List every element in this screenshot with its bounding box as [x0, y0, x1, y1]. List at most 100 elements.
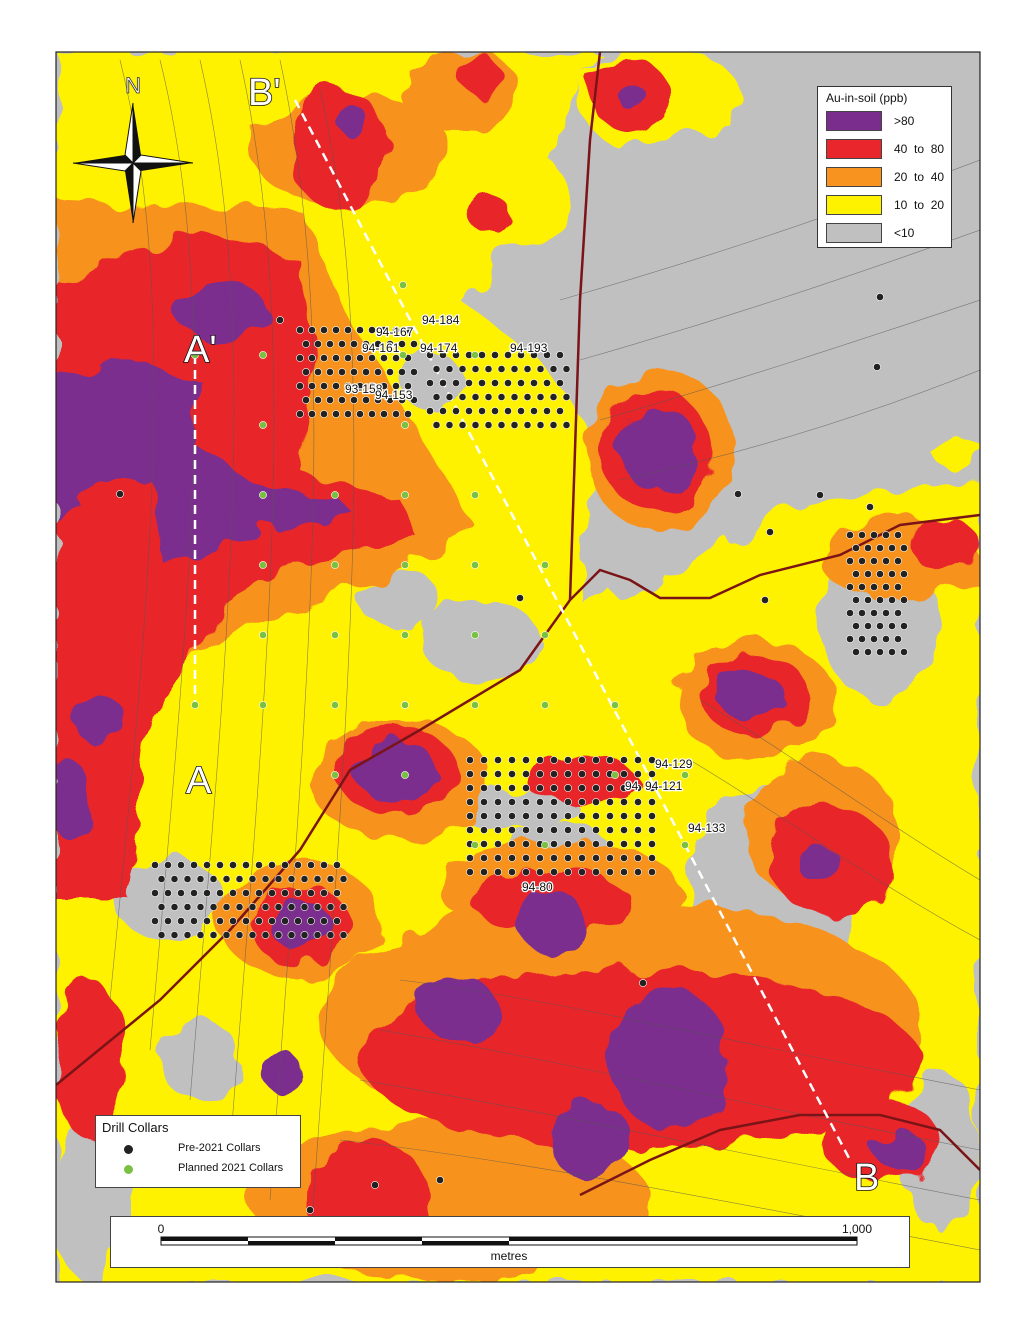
pre-2021-collar [432, 393, 441, 401]
pre-2021-collar [494, 798, 502, 806]
pre-2021-collar [478, 351, 486, 359]
pre-2021-collar [517, 351, 525, 359]
pre-2021-collar [439, 351, 447, 359]
legend-row: 40 to 80 [826, 139, 946, 159]
pre-2021-collar [522, 798, 530, 806]
planned-2021-collar [259, 631, 267, 639]
pre-2021-collar [314, 396, 322, 404]
pre-2021-collar [578, 798, 586, 806]
pre-2021-collar [634, 854, 642, 862]
pre-2021-collar [894, 583, 902, 591]
legend-title: Au-in-soil (ppb) [826, 91, 908, 105]
pre-2021-collar [320, 861, 328, 869]
pre-2021-collar [864, 570, 872, 578]
pre-2021-collar [362, 368, 370, 376]
planned-2021-collar [401, 561, 409, 569]
pre-2021-collar [550, 770, 558, 778]
pre-2021-collar [480, 854, 488, 862]
pre-2021-collar [494, 756, 502, 764]
planned-2021-collar [259, 491, 267, 499]
pre-2021-collar [356, 354, 364, 362]
pre-2021-collar [235, 903, 244, 911]
pre-2021-collar [882, 531, 890, 539]
pre-2021-collar [326, 931, 335, 939]
pre-2021-collar [268, 889, 276, 897]
pre-2021-collar [248, 875, 257, 883]
pre-2021-collar [522, 784, 530, 792]
pre-2021-collar [157, 903, 166, 911]
pre-2021-collar [242, 917, 250, 925]
pre-2021-collar [491, 379, 499, 387]
pre-2021-collar [356, 326, 364, 334]
pre-2021-collar [307, 861, 315, 869]
pre-2021-collar-icon [124, 1145, 133, 1154]
pre-2021-collar [209, 903, 218, 911]
pre-2021-collar [296, 410, 304, 418]
pre-2021-collar [157, 931, 166, 939]
planned-2021-collar [401, 771, 409, 779]
pre-2021-collar [480, 826, 488, 834]
pre-2021-collar [287, 903, 296, 911]
pre-2021-collar [491, 351, 499, 359]
pre-2021-collar [302, 340, 310, 348]
pre-2021-collar [620, 826, 628, 834]
section-label-b-prime: B' [248, 72, 281, 114]
pre-2021-collar [522, 854, 530, 862]
pre-2021-collar [550, 826, 558, 834]
pre-2021-collar [320, 326, 328, 334]
pre-2021-collar [466, 868, 474, 876]
hole-label: 94-153 [375, 388, 413, 402]
pre-2021-collar [550, 868, 558, 876]
pre-2021-collar [242, 861, 250, 869]
pre-2021-collar [242, 889, 250, 897]
pre-2021-collar [350, 340, 358, 348]
pre-2021-collar [870, 557, 878, 565]
planned-2021-collar [401, 701, 409, 709]
pre-2021-collar [314, 340, 322, 348]
hole-label: 94-193 [510, 341, 548, 355]
pre-2021-collar [564, 854, 572, 862]
pre-2021-collar [900, 596, 908, 604]
pre-2021-collar [491, 407, 499, 415]
pre-2021-collar [550, 756, 558, 764]
pre-2021-collar [578, 826, 586, 834]
section-label-b: B [854, 1157, 879, 1199]
planned-2021-collar [471, 631, 479, 639]
pre-2021-collar [504, 379, 512, 387]
pre-2021-collar [380, 382, 388, 390]
pre-2021-collar [550, 812, 558, 820]
collar-label: Planned 2021 Collars [178, 1162, 284, 1174]
planned-2021-collar [611, 771, 619, 779]
pre-2021-collar [170, 931, 179, 939]
north-label: N [125, 73, 141, 98]
planned-2021-collar [401, 421, 409, 429]
hole-label: 94-184 [422, 313, 460, 327]
pre-2021-collar [294, 861, 302, 869]
pre-2021-collar [410, 340, 418, 348]
pre-2021-collar [320, 917, 328, 925]
pre-2021-collar [296, 354, 304, 362]
pre-2021-collar [339, 903, 348, 911]
pre-2021-collar [876, 544, 884, 552]
pre-2021-collar [368, 382, 376, 390]
pre-2021-collar [522, 756, 530, 764]
pre-2021-collar [900, 544, 908, 552]
roads [56, 52, 980, 1197]
pre-2021-collar [480, 756, 488, 764]
pre-2021-collar [592, 784, 600, 792]
pre-2021-collar [183, 903, 192, 911]
planned-2021-collar [399, 351, 407, 359]
legend-swatch [826, 139, 882, 159]
pre-2021-collar [480, 812, 488, 820]
pre-2021-collar [268, 917, 276, 925]
pre-2021-collar [634, 840, 642, 848]
pre-2021-collar [170, 875, 179, 883]
planned-2021-collar [471, 561, 479, 569]
pre-2021-collar [564, 812, 572, 820]
pre-2021-collar [846, 557, 854, 565]
pre-2021-collar [164, 889, 172, 897]
pre-2021-collar [362, 396, 370, 404]
pre-2021-collar [333, 889, 341, 897]
pre-2021-collar [510, 365, 519, 373]
pre-2021-collar [556, 407, 564, 415]
